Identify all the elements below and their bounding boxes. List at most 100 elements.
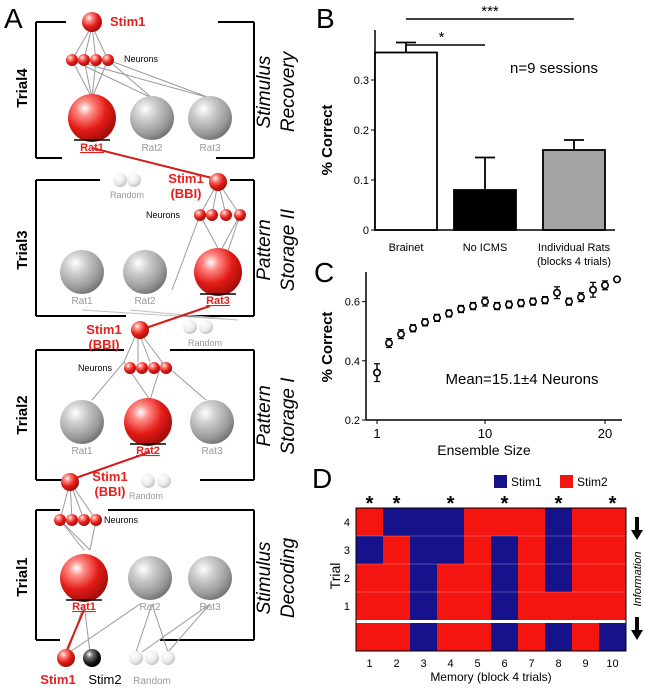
panel-d-plot: 4 3 2 1 1 2 3 4 5 6 7 8 9 10 * * * * * * (344, 493, 627, 670)
trial4-rat3-sphere (188, 96, 232, 140)
panel-c-point (456, 304, 465, 313)
panel-d-xtick-label: 2 (393, 658, 399, 670)
panel-c-xlabel: Ensemble Size (437, 442, 531, 458)
information-label: Information (632, 551, 644, 606)
bottom-stim2-label: Stim2 (88, 672, 121, 687)
trial1-rat2-sphere (128, 556, 172, 600)
legend-stim2-label: Stim2 (577, 475, 608, 489)
trial3-title-1: Pattern (254, 219, 275, 280)
trial3-rat1-sphere (60, 250, 104, 294)
panel-b: B % Correct n=9 sessions 00.10.20.3**** … (316, 3, 615, 268)
panel-d: D Trial Memory (block 4 trials) Stim1 St… (312, 463, 644, 684)
panel-d-ylabel: Trial (327, 563, 343, 590)
trial3-stim-label-2: (BBI) (170, 186, 201, 201)
panel-c-annotation: Mean=15.1±4 Neurons (446, 371, 599, 388)
panel-c-label: C (314, 257, 334, 288)
bottom-random-label: Random (133, 676, 171, 687)
panel-c-point (540, 296, 549, 305)
panel-c-point (552, 288, 561, 297)
panel-b-bar (453, 189, 517, 231)
panel-d-cell (518, 623, 545, 651)
trial3-label: Trial3 (14, 230, 31, 269)
panel-d-cell (518, 564, 545, 592)
panel-d-cell (383, 508, 410, 536)
random-sphere (157, 474, 171, 488)
panel-d-cell (464, 623, 491, 651)
panel-c-ytick-label: 0.2 (345, 415, 360, 427)
panel-d-cell (437, 564, 464, 592)
panel-d-label: D (312, 463, 332, 494)
trial1-rat2-label: Rat2 (139, 602, 161, 613)
panel-d-ytick-label: 3 (344, 545, 350, 557)
panel-d-star: * (447, 493, 455, 515)
panel-c-xtick-label: 20 (598, 426, 612, 441)
trial3-rat3-label: Rat3 (206, 295, 230, 307)
random-sphere (183, 320, 197, 334)
panel-c-point (384, 339, 393, 348)
panel-c-plot: 0.2 0.4 0.6 1 10 20 (345, 272, 622, 441)
panel-d-star: * (555, 493, 563, 515)
panel-d-cell (437, 536, 464, 564)
panel-c-point (432, 313, 441, 322)
panel-c-ytick-label: 0.6 (345, 297, 360, 309)
panel-d-cell (599, 592, 626, 620)
up-arrow-icon (631, 617, 643, 640)
trial3-rat1-label: Rat1 (71, 296, 93, 307)
legend-stim2-swatch (560, 475, 573, 488)
trial2-rat1-sphere (60, 400, 104, 444)
trial4-neurons (66, 54, 114, 66)
random-sphere (145, 651, 159, 665)
panel-d-cell (383, 564, 410, 592)
trial4-label: Trial4 (14, 68, 31, 108)
trial4-stim-sphere (82, 12, 102, 32)
panel-c-point (420, 318, 429, 327)
panel-d-cell (545, 508, 572, 536)
random-sphere (161, 651, 175, 665)
trial4-stim-label: Stim1 (110, 14, 145, 29)
panel-d-ytick-label: 1 (344, 601, 350, 613)
panel-d-cell (545, 536, 572, 564)
trial4-neurons-label: Neurons (124, 54, 159, 64)
panel-d-xtick-label: 7 (528, 658, 534, 670)
panel-d-cell (572, 592, 599, 620)
panel-d-cell (410, 592, 437, 620)
panel-c-point (492, 302, 501, 311)
panel-d-cell (572, 536, 599, 564)
trial3-rat3-sphere (194, 248, 242, 296)
panel-d-xtick-label: 5 (474, 658, 480, 670)
panel-d-xtick-label: 1 (366, 658, 372, 670)
panel-d-cell (599, 536, 626, 564)
trial1-random-label-top: Random (129, 491, 163, 501)
panel-d-xlabel: Memory (block 4 trials) (430, 670, 551, 684)
panel-d-cell (518, 592, 545, 620)
panel-d-cell (599, 508, 626, 536)
bottom-stim2-sphere (83, 649, 101, 667)
trial1-neurons-label: Neurons (104, 515, 139, 525)
panel-d-cell (356, 623, 383, 651)
panel-c-point (516, 299, 525, 308)
panel-b-ytick-label: 0 (363, 225, 369, 237)
panel-d-cell (545, 592, 572, 620)
panel-d-cell (491, 623, 518, 651)
panel-c-xtick-label: 1 (373, 426, 380, 441)
panel-b-bar (542, 149, 606, 231)
trial2-stim-label-2: (BBI) (88, 337, 119, 352)
panel-c-point (504, 300, 513, 309)
panel-c-point (600, 281, 609, 290)
panel-c-ylabel: % Correct (319, 312, 336, 383)
panel-c-ytick-label: 0.4 (345, 356, 360, 368)
trial1-stim-sphere (61, 473, 79, 491)
trial3-rat2-sphere (123, 250, 167, 294)
trial1-neurons (54, 514, 102, 526)
trial2-stim-sphere (131, 321, 149, 339)
panel-c-point (576, 293, 585, 302)
trial2-rat1-label: Rat1 (71, 446, 93, 457)
panel-d-cell (518, 536, 545, 564)
trial4-title-1: Stimulus (254, 55, 275, 128)
panel-b-cat-2: Individual Rats (538, 242, 611, 254)
panel-d-star: * (609, 493, 617, 515)
panel-d-ytick-label: 4 (344, 517, 350, 529)
panel-b-significance-label: *** (481, 3, 499, 20)
trial4-rat2-sphere (130, 96, 174, 140)
panel-c-point (612, 275, 621, 284)
